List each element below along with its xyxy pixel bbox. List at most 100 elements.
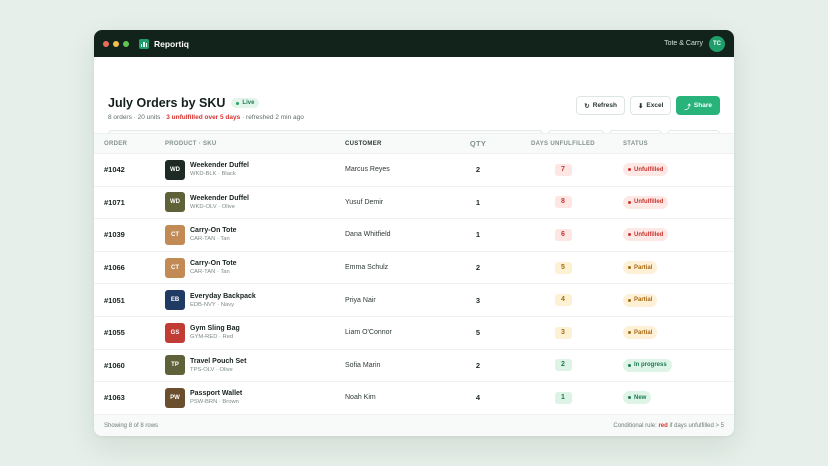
table-row[interactable]: #1060 TP Travel Pouch Set TPS-OLV · Oliv… xyxy=(94,349,734,383)
order-id[interactable]: #1051 xyxy=(94,283,165,317)
page-title: July Orders by SKU xyxy=(108,96,226,110)
page-summary: 8 orders · 20 units · 3 unfulfilled over… xyxy=(108,114,308,123)
refresh-button[interactable]: ↻ Refresh xyxy=(576,96,625,115)
product-cell: CT Carry-On Tote CAR-TAN · Tan xyxy=(165,218,345,252)
product-name: Gym Sling Bag xyxy=(190,325,240,333)
product-thumbnail: WD xyxy=(165,192,185,213)
status-dot-icon xyxy=(628,363,631,367)
column-header-qty[interactable]: QTY xyxy=(453,133,503,154)
status-cell: In progress xyxy=(623,349,734,383)
status-dot-icon xyxy=(628,168,631,172)
status-label: Partial xyxy=(634,297,653,304)
quantity: 2 xyxy=(453,153,503,187)
status-cell: Unfulfilled xyxy=(623,153,734,187)
status-badge: Partial xyxy=(623,293,658,307)
table-row[interactable]: #1055 GS Gym Sling Bag GYM-RED · Red Lia… xyxy=(94,316,734,350)
status-label: Unfulfilled xyxy=(634,231,664,238)
row-count: Showing 8 of 8 rows xyxy=(104,422,159,429)
column-header-order[interactable]: ORDER xyxy=(94,133,165,154)
days-unfulfilled-cell: 8 xyxy=(503,186,623,220)
days-unfulfilled-cell: 7 xyxy=(503,153,623,187)
status-label: In progress xyxy=(634,362,667,369)
column-header-status[interactable]: STATUS xyxy=(623,133,734,154)
customer-name: Yusuf Demir xyxy=(345,186,453,220)
live-dot-icon xyxy=(236,101,240,105)
product-thumbnail: PW xyxy=(165,387,185,408)
order-id[interactable]: #1060 xyxy=(94,349,165,383)
brand: Reportiq xyxy=(139,38,189,49)
product-thumbnail: WD xyxy=(165,159,185,180)
days-unfulfilled-badge: 2 xyxy=(554,359,572,372)
live-badge: Live xyxy=(231,98,260,108)
status-badge: Unfulfilled xyxy=(623,228,669,242)
window-controls xyxy=(103,40,129,47)
order-id[interactable]: #1071 xyxy=(94,186,165,220)
days-unfulfilled-cell: 3 xyxy=(503,316,623,350)
product-thumbnail: TP xyxy=(165,355,185,376)
product-name: Weekender Duffel xyxy=(190,162,249,170)
share-button[interactable]: ⤴ Share xyxy=(676,96,720,115)
days-unfulfilled-cell: 5 xyxy=(503,251,623,285)
app-window: Reportiq Tote & Carry TC July Orders by … xyxy=(94,30,734,436)
days-unfulfilled-cell: 1 xyxy=(503,381,623,415)
product-sku: CAR-TAN · Tan xyxy=(190,269,230,276)
product-cell: GS Gym Sling Bag GYM-RED · Red xyxy=(165,316,345,350)
quantity: 1 xyxy=(453,218,503,252)
customer-name: Noah Kim xyxy=(345,381,453,415)
order-id[interactable]: #1063 xyxy=(94,381,165,415)
status-label: Partial xyxy=(634,264,653,271)
status-label: New xyxy=(634,394,647,401)
product-cell: EB Everyday Backpack EDB-NVY · Navy xyxy=(165,283,345,317)
status-badge: New xyxy=(623,391,652,405)
live-badge-label: Live xyxy=(242,100,255,106)
table-row[interactable]: #1051 EB Everyday Backpack EDB-NVY · Nav… xyxy=(94,283,734,317)
product-name: Carry-On Tote xyxy=(190,227,237,235)
minimize-window-dot[interactable] xyxy=(113,40,119,47)
share-label: Share xyxy=(693,102,712,109)
product-thumbnail: CT xyxy=(165,257,185,278)
column-header-customer[interactable]: CUSTOMER xyxy=(345,133,453,154)
status-badge: Partial xyxy=(623,326,658,340)
status-cell: New xyxy=(623,381,734,415)
quantity: 5 xyxy=(453,316,503,350)
product-sku: EDB-NVY · Navy xyxy=(190,301,235,308)
status-label: Unfulfilled xyxy=(634,166,664,173)
status-label: Unfulfilled xyxy=(634,199,664,206)
excel-label: Excel xyxy=(646,102,664,109)
order-id[interactable]: #1042 xyxy=(94,153,165,187)
maximize-window-dot[interactable] xyxy=(123,40,129,47)
header-actions: ↻ Refresh ⬇ Excel ⤴ Share xyxy=(576,96,720,115)
status-badge: In progress xyxy=(623,358,672,372)
table-row[interactable]: #1042 WD Weekender Duffel WKD-BLK · Blac… xyxy=(94,153,734,187)
days-unfulfilled-badge: 5 xyxy=(554,261,572,274)
title-bar: Reportiq Tote & Carry TC xyxy=(94,30,734,57)
order-id[interactable]: #1066 xyxy=(94,251,165,285)
column-header-days-unfulfilled[interactable]: DAYS UNFULFILLED xyxy=(503,133,623,154)
product-name: Travel Pouch Set xyxy=(190,357,247,365)
customer-name: Sofia Marin xyxy=(345,349,453,383)
close-window-dot[interactable] xyxy=(103,40,109,47)
customer-name: Dana Whitfield xyxy=(345,218,453,252)
table-row[interactable]: #1066 CT Carry-On Tote CAR-TAN · Tan Emm… xyxy=(94,251,734,285)
product-cell: PW Passport Wallet PSW-BRN · Brown xyxy=(165,381,345,415)
brand-name: Reportiq xyxy=(154,38,189,49)
table-row[interactable]: #1063 PW Passport Wallet PSW-BRN · Brown… xyxy=(94,381,734,415)
days-unfulfilled-cell: 4 xyxy=(503,283,623,317)
customer-name: Emma Schulz xyxy=(345,251,453,285)
product-sku: GYM-RED · Red xyxy=(190,334,234,341)
avatar[interactable]: TC xyxy=(709,35,725,52)
excel-export-button[interactable]: ⬇ Excel xyxy=(629,96,672,115)
table-row[interactable]: #1071 WD Weekender Duffel WKD-OLV · Oliv… xyxy=(94,186,734,220)
order-id[interactable]: #1055 xyxy=(94,316,165,350)
status-cell: Unfulfilled xyxy=(623,218,734,252)
days-unfulfilled-cell: 6 xyxy=(503,218,623,252)
product-sku: TPS-OLV · Olive xyxy=(190,366,233,373)
days-unfulfilled-badge: 6 xyxy=(554,228,572,241)
rule-suffix: if days unfulfilled > 5 xyxy=(667,422,724,429)
product-cell: WD Weekender Duffel WKD-BLK · Black xyxy=(165,153,345,187)
workspace-name[interactable]: Tote & Carry xyxy=(664,40,703,47)
table-row[interactable]: #1039 CT Carry-On Tote CAR-TAN · Tan Dan… xyxy=(94,218,734,252)
order-id[interactable]: #1039 xyxy=(94,218,165,252)
column-header-product[interactable]: PRODUCT · SKU xyxy=(165,133,345,154)
bar-chart-logo-icon xyxy=(139,38,149,49)
